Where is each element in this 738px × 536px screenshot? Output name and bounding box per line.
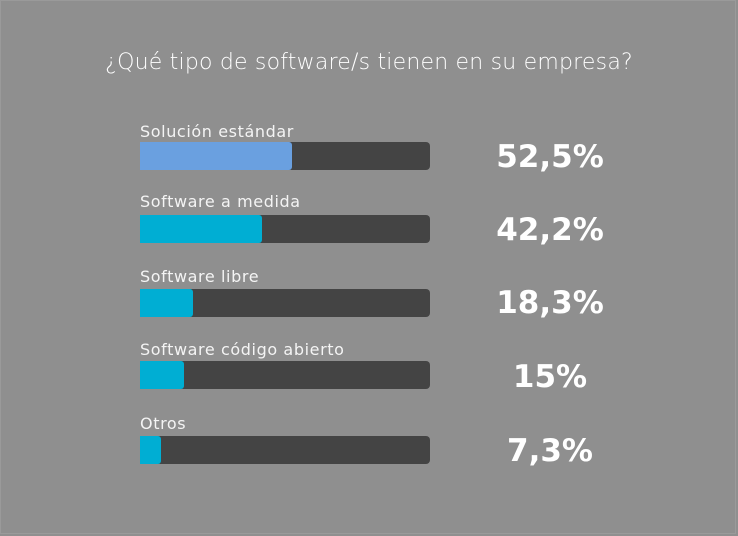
bar-label: Software libre bbox=[140, 267, 260, 286]
bar-fill bbox=[140, 361, 184, 389]
bar-value: 15% bbox=[512, 359, 588, 395]
bar-fill bbox=[140, 436, 162, 464]
bar-track bbox=[140, 289, 430, 317]
bar-value: 7,3% bbox=[507, 433, 593, 469]
bar-label: Software a medida bbox=[140, 192, 301, 211]
bar-fill bbox=[140, 215, 263, 243]
bar-label: Software código abierto bbox=[140, 340, 345, 359]
bar-fill bbox=[140, 289, 194, 317]
bar-label: Otros bbox=[140, 414, 187, 433]
bar-label: Solución estándar bbox=[140, 122, 294, 141]
bar-value: 18,3% bbox=[496, 285, 604, 321]
bar-track bbox=[140, 436, 430, 464]
bar-value: 42,2% bbox=[496, 212, 604, 248]
chart-title: ¿Qué tipo de software/s tienen en su emp… bbox=[105, 50, 633, 75]
bar-value: 52,5% bbox=[496, 139, 604, 175]
bar-fill bbox=[140, 142, 293, 170]
bar-track bbox=[140, 361, 430, 389]
bar-track bbox=[140, 215, 430, 243]
bar-track bbox=[140, 142, 430, 170]
